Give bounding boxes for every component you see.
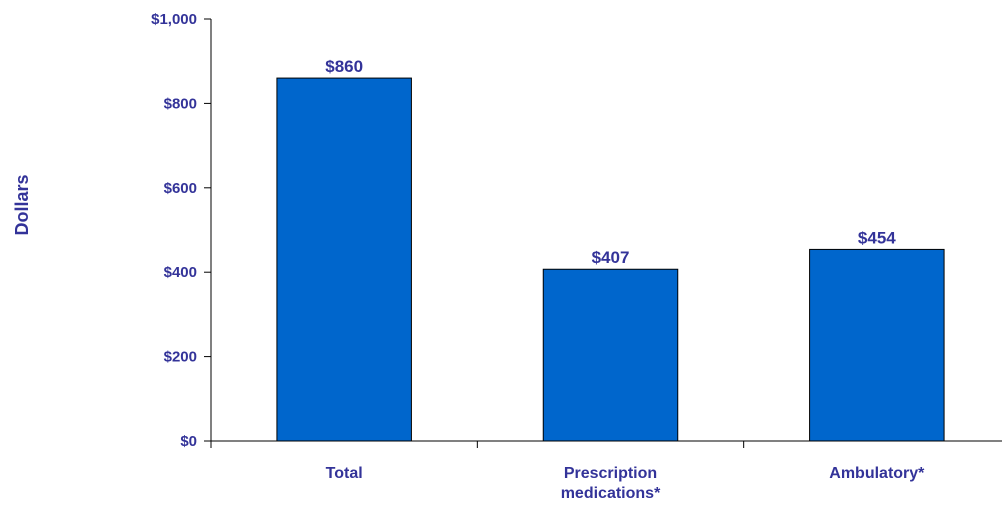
y-tick-label: $0 xyxy=(180,433,197,450)
x-tick-label: Prescription medications* xyxy=(561,465,661,502)
data-label: $407 xyxy=(592,248,630,267)
x-axis: Total Prescription medications* Ambulatory* xyxy=(210,440,1002,502)
data-label: $860 xyxy=(325,57,363,76)
y-tick-label: $1,000 xyxy=(151,11,197,28)
x-tick-label: Ambulatory* xyxy=(829,465,925,482)
bar xyxy=(542,268,679,442)
bar xyxy=(809,248,945,442)
data-label: $454 xyxy=(858,228,896,247)
y-tick-label: $200 xyxy=(164,349,197,366)
bars-group: $860 $407 $454 xyxy=(276,57,945,442)
y-axis: $0 $200 $400 $600 $800 $1,000 xyxy=(151,11,212,450)
y-tick-label: $400 xyxy=(164,264,197,281)
y-axis-label: Dollars xyxy=(12,174,32,235)
bar xyxy=(276,77,412,442)
x-tick-label: Total xyxy=(326,465,363,482)
y-tick-label: $600 xyxy=(164,180,197,197)
y-tick-label: $800 xyxy=(164,95,197,112)
